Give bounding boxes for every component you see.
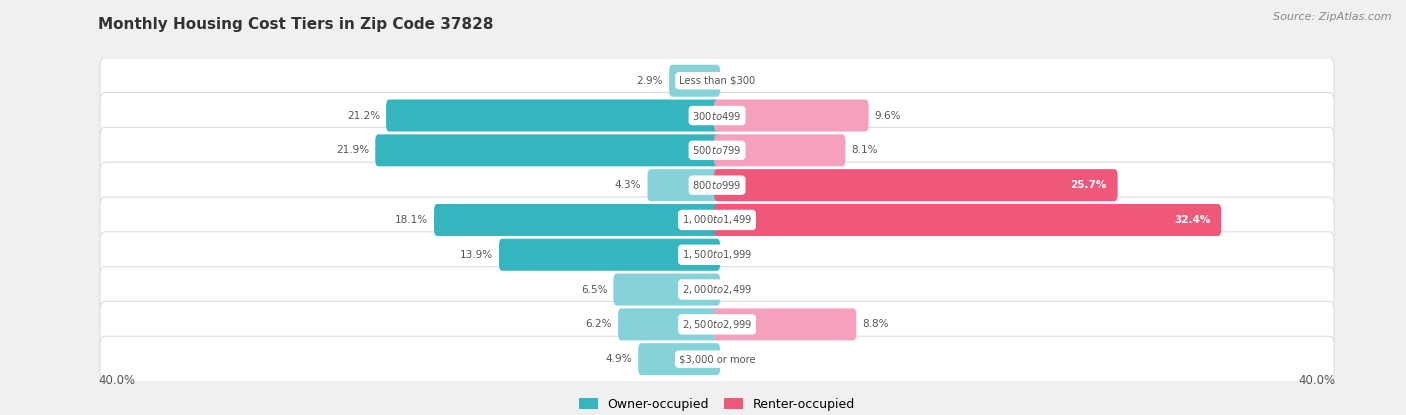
FancyBboxPatch shape — [638, 343, 720, 375]
FancyBboxPatch shape — [499, 239, 720, 271]
Text: 6.2%: 6.2% — [585, 320, 612, 330]
Text: $500 to $799: $500 to $799 — [692, 144, 742, 156]
Text: Monthly Housing Cost Tiers in Zip Code 37828: Monthly Housing Cost Tiers in Zip Code 3… — [98, 17, 494, 32]
Text: 9.6%: 9.6% — [875, 110, 901, 120]
FancyBboxPatch shape — [375, 134, 720, 166]
Text: 0.0%: 0.0% — [727, 354, 752, 364]
Text: $2,500 to $2,999: $2,500 to $2,999 — [682, 318, 752, 331]
FancyBboxPatch shape — [100, 127, 1334, 173]
FancyBboxPatch shape — [100, 266, 1334, 312]
Text: 21.2%: 21.2% — [347, 110, 380, 120]
Text: $1,000 to $1,499: $1,000 to $1,499 — [682, 213, 752, 227]
FancyBboxPatch shape — [100, 58, 1334, 104]
FancyBboxPatch shape — [714, 204, 1222, 236]
FancyBboxPatch shape — [100, 301, 1334, 347]
Text: 6.5%: 6.5% — [581, 285, 607, 295]
FancyBboxPatch shape — [647, 169, 720, 201]
Text: $800 to $999: $800 to $999 — [692, 179, 742, 191]
FancyBboxPatch shape — [100, 197, 1334, 243]
Text: 40.0%: 40.0% — [98, 374, 135, 386]
Text: 18.1%: 18.1% — [395, 215, 427, 225]
Text: $300 to $499: $300 to $499 — [692, 110, 742, 122]
FancyBboxPatch shape — [100, 93, 1334, 139]
FancyBboxPatch shape — [613, 273, 720, 305]
Text: $2,000 to $2,499: $2,000 to $2,499 — [682, 283, 752, 296]
FancyBboxPatch shape — [434, 204, 720, 236]
Text: 0.0%: 0.0% — [727, 285, 752, 295]
FancyBboxPatch shape — [100, 232, 1334, 278]
Text: 21.9%: 21.9% — [336, 145, 368, 155]
Text: 8.8%: 8.8% — [862, 320, 889, 330]
Text: $3,000 or more: $3,000 or more — [679, 354, 755, 364]
Text: 8.1%: 8.1% — [852, 145, 879, 155]
Text: 4.9%: 4.9% — [606, 354, 633, 364]
FancyBboxPatch shape — [387, 100, 720, 132]
FancyBboxPatch shape — [714, 134, 845, 166]
Text: Source: ZipAtlas.com: Source: ZipAtlas.com — [1274, 12, 1392, 22]
Text: 4.3%: 4.3% — [614, 180, 641, 190]
Text: 40.0%: 40.0% — [1299, 374, 1336, 386]
FancyBboxPatch shape — [714, 169, 1118, 201]
Text: 2.9%: 2.9% — [637, 76, 664, 86]
FancyBboxPatch shape — [100, 162, 1334, 208]
Text: 25.7%: 25.7% — [1070, 180, 1107, 190]
FancyBboxPatch shape — [669, 65, 720, 97]
Legend: Owner-occupied, Renter-occupied: Owner-occupied, Renter-occupied — [579, 398, 855, 411]
Text: 0.0%: 0.0% — [727, 250, 752, 260]
Text: 32.4%: 32.4% — [1174, 215, 1211, 225]
FancyBboxPatch shape — [714, 100, 869, 132]
Text: 0.0%: 0.0% — [727, 76, 752, 86]
Text: 13.9%: 13.9% — [460, 250, 492, 260]
FancyBboxPatch shape — [714, 308, 856, 340]
FancyBboxPatch shape — [619, 308, 720, 340]
Text: Less than $300: Less than $300 — [679, 76, 755, 86]
Text: $1,500 to $1,999: $1,500 to $1,999 — [682, 248, 752, 261]
FancyBboxPatch shape — [100, 336, 1334, 382]
